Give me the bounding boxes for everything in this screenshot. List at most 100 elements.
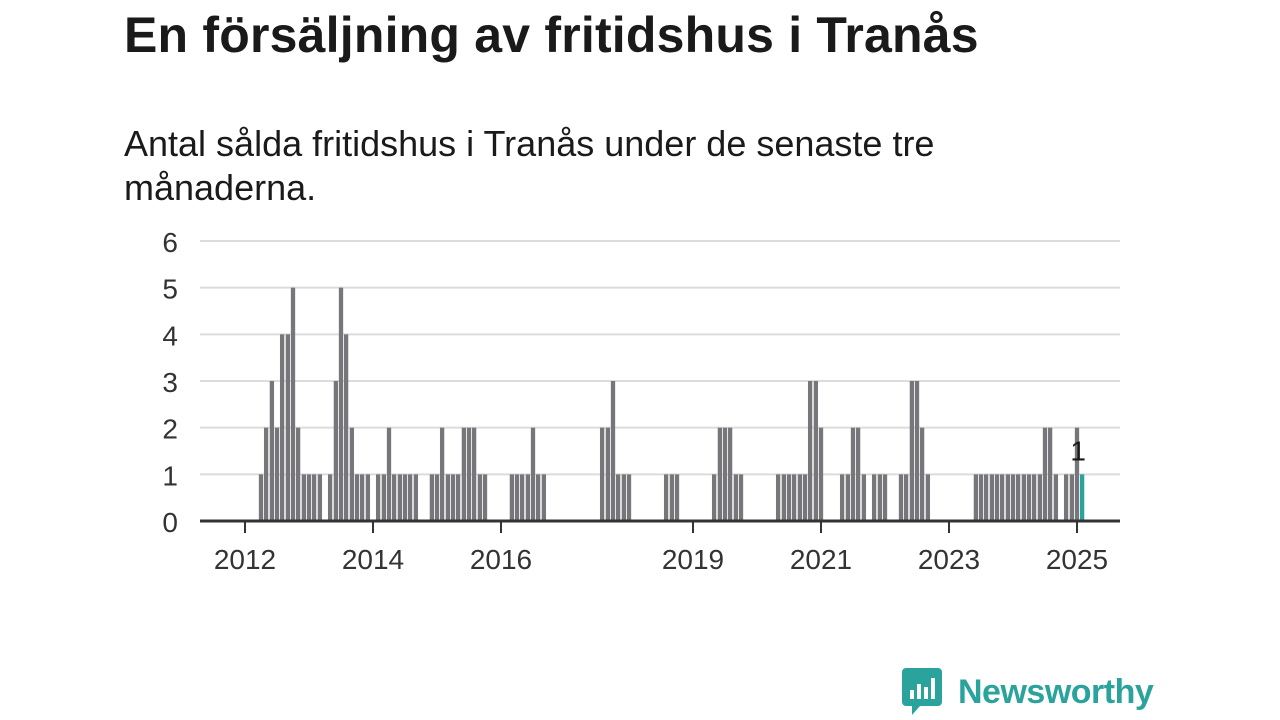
bar — [343, 334, 349, 521]
bar — [599, 427, 605, 521]
bar — [1037, 474, 1043, 521]
bar — [850, 427, 856, 521]
bar — [626, 474, 632, 521]
y-tick-label: 4 — [162, 320, 178, 351]
bar — [333, 381, 339, 521]
bar — [311, 474, 317, 521]
bar — [525, 474, 531, 521]
bar — [413, 474, 419, 521]
bar — [738, 474, 744, 521]
bar — [279, 334, 285, 521]
bar — [605, 427, 611, 521]
bar — [439, 427, 445, 521]
bar — [301, 474, 307, 521]
bar — [535, 474, 541, 521]
bar — [898, 474, 904, 521]
bar — [285, 334, 291, 521]
bar — [871, 474, 877, 521]
x-tick-label: 2016 — [470, 544, 532, 575]
bar — [669, 474, 675, 521]
bar — [375, 474, 381, 521]
highlight-data-label: 1 — [1070, 435, 1086, 466]
x-tick-label: 2014 — [342, 544, 404, 575]
bar — [1005, 474, 1011, 521]
bar — [429, 474, 435, 521]
bar — [1026, 474, 1032, 521]
bar — [450, 474, 456, 521]
bar — [786, 474, 792, 521]
bar — [274, 427, 280, 521]
bar — [290, 287, 296, 521]
bar — [269, 381, 275, 521]
bar — [807, 381, 813, 521]
newsworthy-logo-text: Newsworthy — [958, 672, 1154, 711]
y-tick-label: 0 — [162, 507, 178, 538]
bar — [781, 474, 787, 521]
bar — [509, 474, 515, 521]
chart-subtitle: Antal sålda fritidshus i Tranås under de… — [124, 123, 935, 208]
bar — [999, 474, 1005, 521]
bar — [359, 474, 365, 521]
bar — [717, 427, 723, 521]
bar — [317, 474, 323, 521]
bar — [791, 474, 797, 521]
bar — [386, 427, 392, 521]
x-tick-label: 2025 — [1046, 544, 1108, 575]
bar — [434, 474, 440, 521]
newsworthy-logo-icon — [902, 668, 942, 715]
bar — [983, 474, 989, 521]
bar — [802, 474, 808, 521]
bar — [1015, 474, 1021, 521]
bar — [914, 381, 920, 521]
bar — [621, 474, 627, 521]
bar — [327, 474, 333, 521]
bar — [338, 287, 344, 521]
bar — [471, 427, 477, 521]
y-tick-label: 3 — [162, 367, 178, 398]
bar — [882, 474, 888, 521]
bar — [381, 474, 387, 521]
bar — [1053, 474, 1059, 521]
bar — [903, 474, 909, 521]
bar — [519, 474, 525, 521]
bar — [877, 474, 883, 521]
bar — [797, 474, 803, 521]
bar — [775, 474, 781, 521]
bar — [973, 474, 979, 521]
highlight-bar — [1079, 474, 1085, 521]
bar — [455, 474, 461, 521]
bar — [258, 474, 264, 521]
bar — [727, 427, 733, 521]
x-tick-label: 2021 — [790, 544, 852, 575]
bar — [615, 474, 621, 521]
bar — [722, 427, 728, 521]
bar — [839, 474, 845, 521]
bar — [295, 427, 301, 521]
bar — [1069, 474, 1075, 521]
bar — [711, 474, 717, 521]
bar — [402, 474, 408, 521]
bar — [663, 474, 669, 521]
bar — [855, 427, 861, 521]
bar — [1042, 427, 1048, 521]
bar — [445, 474, 451, 521]
bar — [733, 474, 739, 521]
bar — [1021, 474, 1027, 521]
bar — [610, 381, 616, 521]
newsworthy-logo: Newsworthy — [902, 668, 1154, 716]
bar — [461, 427, 467, 521]
bar — [1010, 474, 1016, 521]
bar — [994, 474, 1000, 521]
bar — [397, 474, 403, 521]
y-tick-label: 1 — [162, 460, 178, 491]
bar — [1031, 474, 1037, 521]
bar — [514, 474, 520, 521]
bar — [354, 474, 360, 521]
bar — [989, 474, 995, 521]
bar — [919, 427, 925, 521]
bar — [674, 474, 680, 521]
bar — [541, 474, 547, 521]
y-tick-label: 5 — [162, 274, 178, 305]
bar — [813, 381, 819, 521]
bar — [407, 474, 413, 521]
